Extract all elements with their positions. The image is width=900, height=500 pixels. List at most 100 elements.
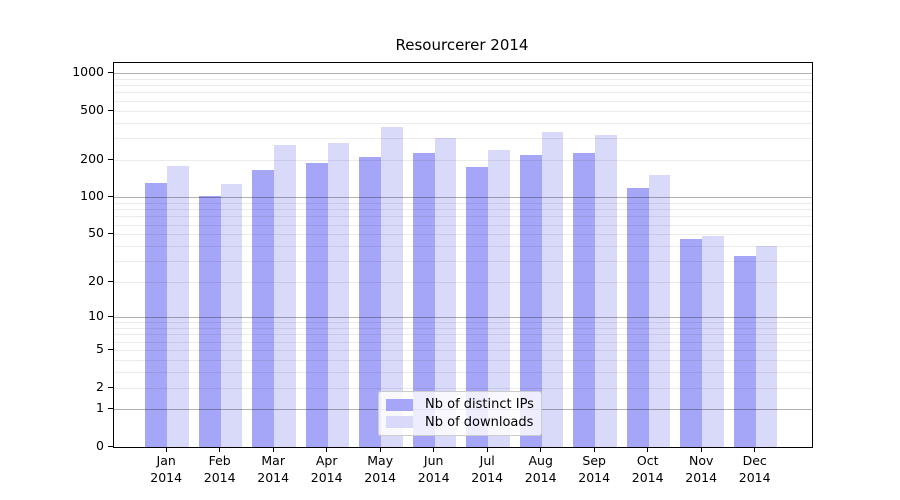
x-tick-label-jun: Jun 2014: [417, 453, 450, 485]
bar-jun-downloads: [434, 138, 457, 447]
bar-mar-ips: [252, 170, 275, 447]
y-tick-label: 2: [96, 378, 104, 394]
minor-gridline: [114, 224, 812, 226]
minor-gridline: [114, 160, 812, 162]
bar-jan-downloads: [167, 165, 189, 447]
minor-gridline: [114, 78, 812, 80]
minor-gridline: [114, 246, 812, 248]
minor-gridline: [114, 122, 812, 124]
minor-gridline: [114, 261, 812, 263]
x-tick-mark: [647, 448, 649, 452]
minor-gridline: [114, 110, 812, 112]
y-tick-label: 1: [96, 400, 104, 416]
y-tick-label: 0: [96, 438, 104, 453]
minor-gridline: [114, 328, 812, 330]
legend-label-distinct-ips: Nb of distinct IPs: [425, 397, 534, 413]
x-tick-label-feb: Feb 2014: [203, 453, 236, 485]
y-tick-mark: [108, 446, 113, 447]
y-tick-mark: [108, 159, 113, 161]
minor-gridline: [114, 209, 812, 211]
x-tick-label-oct: Oct 2014: [631, 453, 664, 485]
bar-jun-ips: [412, 152, 435, 447]
y-tick-label: 50: [88, 225, 104, 241]
major-gridline: [114, 73, 812, 75]
minor-gridline: [114, 334, 812, 336]
legend-label-downloads: Nb of downloads: [425, 414, 534, 430]
x-tick-label-nov: Nov 2014: [685, 453, 718, 485]
x-tick-label-may: May 2014: [364, 453, 397, 485]
x-tick-label-jul: Jul 2014: [471, 453, 504, 485]
bar-oct-ips: [626, 187, 649, 447]
x-tick-mark: [700, 448, 702, 452]
x-tick-mark: [540, 448, 542, 452]
minor-gridline: [114, 216, 812, 218]
x-tick-label-jan: Jan 2014: [150, 453, 183, 485]
legend-swatch-distinct-ips: [386, 398, 413, 411]
plot-area: [113, 62, 813, 448]
major-gridline: [114, 317, 812, 319]
minor-gridline: [114, 350, 812, 352]
legend-entry-distinct-ips: Nb of distinct IPs: [386, 397, 534, 413]
y-tick-mark: [108, 196, 113, 198]
x-tick-label-sep: Sep 2014: [578, 453, 611, 485]
bar-may-ips: [359, 157, 382, 447]
bar-sep-downloads: [595, 135, 617, 447]
minor-gridline: [114, 282, 812, 284]
bar-mar-downloads: [274, 145, 296, 447]
minor-gridline: [114, 85, 812, 87]
minor-gridline: [114, 92, 812, 94]
y-tick-mark: [108, 281, 113, 283]
y-tick-label: 20: [88, 273, 104, 289]
bar-jan-ips: [145, 183, 168, 447]
bar-dec-ips: [733, 256, 756, 447]
x-tick-mark: [379, 448, 381, 452]
y-tick-mark: [108, 233, 113, 235]
minor-gridline: [114, 202, 812, 204]
minor-gridline: [114, 100, 812, 102]
y-tick-label: 1000: [72, 64, 104, 80]
minor-gridline: [114, 138, 812, 140]
legend-swatch-downloads: [386, 416, 413, 429]
bar-jul-ips: [466, 166, 489, 447]
x-tick-label-apr: Apr 2014: [310, 453, 343, 485]
bar-dec-downloads: [755, 246, 778, 447]
y-tick-mark: [108, 72, 113, 74]
x-tick-label-dec: Dec 2014: [738, 453, 771, 485]
bar-nov-downloads: [702, 236, 724, 447]
bars-layer: [114, 63, 812, 447]
bar-sep-ips: [573, 152, 596, 447]
x-tick-mark: [433, 448, 435, 452]
minor-gridline: [114, 371, 812, 373]
y-tick-mark: [108, 386, 113, 388]
y-tick-mark: [108, 408, 113, 410]
y-tick-mark: [108, 109, 113, 111]
major-gridline: [114, 197, 812, 199]
bar-apr-downloads: [327, 143, 350, 447]
bar-may-downloads: [381, 127, 403, 447]
x-tick-mark: [754, 448, 756, 452]
bar-oct-downloads: [648, 174, 671, 447]
minor-gridline: [114, 387, 812, 389]
bar-aug-ips: [519, 154, 542, 447]
chart-title: Resourcerer 2014: [395, 36, 529, 54]
grid-layer: [114, 63, 812, 447]
x-tick-mark: [219, 448, 221, 452]
bar-jul-downloads: [488, 149, 510, 447]
minor-gridline: [114, 322, 812, 324]
x-tick-label-aug: Aug 2014: [524, 453, 557, 485]
y-tick-label: 5: [96, 341, 104, 357]
y-tick-label: 200: [80, 151, 104, 167]
minor-gridline: [114, 234, 812, 236]
bar-apr-ips: [305, 162, 328, 447]
x-tick-mark: [593, 448, 595, 452]
bar-feb-ips: [198, 195, 221, 447]
legend-entry-downloads: Nb of downloads: [386, 415, 533, 430]
y-tick-label: 10: [88, 308, 104, 324]
bar-nov-ips: [680, 238, 703, 447]
minor-gridline: [114, 359, 812, 361]
x-tick-mark: [486, 448, 488, 452]
legend: Nb of distinct IPs Nb of downloads: [378, 391, 542, 436]
y-tick-mark: [108, 349, 113, 351]
x-tick-mark: [326, 448, 328, 452]
